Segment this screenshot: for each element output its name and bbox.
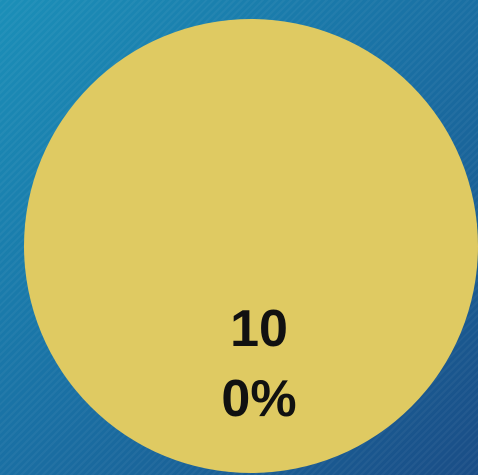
slice-label: 100% [221,300,297,428]
pie-slice [24,19,478,473]
